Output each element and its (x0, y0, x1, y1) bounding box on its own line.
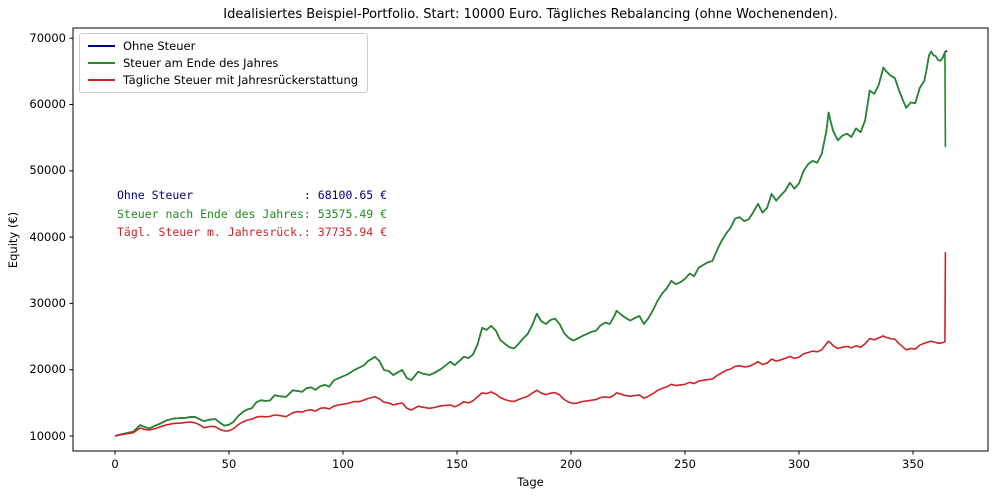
legend: Ohne Steuer Steuer am Ende des Jahres Tä… (79, 33, 369, 93)
y-tick-label: 50000 (29, 163, 66, 178)
legend-line-swatch-blue (88, 45, 115, 47)
y-tick-label: 20000 (29, 362, 66, 377)
legend-label: Ohne Steuer (123, 39, 196, 53)
x-axis-label: Tage (517, 475, 544, 489)
y-tick-label: 30000 (29, 295, 66, 310)
plot-frame (72, 27, 989, 452)
x-tick-label: 250 (674, 457, 696, 471)
x-tick-label: 150 (446, 457, 468, 471)
series-line-0 (114, 50, 948, 437)
y-tick-label: 60000 (29, 97, 66, 111)
x-tick-label: 0 (111, 457, 119, 471)
annotation-block: Ohne Steuer : 68100.65 € Steuer nach End… (117, 186, 387, 242)
annotation-line-steuer-ende: Steuer nach Ende des Jahres: 53575.49 € (117, 206, 388, 221)
series-line-1 (114, 50, 947, 437)
y-tick-label: 40000 (29, 229, 66, 244)
series-line-2 (114, 252, 947, 437)
y-tick-label: 70000 (29, 30, 66, 45)
x-tick-label: 100 (332, 457, 354, 471)
chart-title: Idealisiertes Beispiel-Portfolio. Start:… (223, 7, 838, 22)
y-tick-label: 10000 (29, 428, 66, 443)
annotation-line-ohne-steuer: Ohne Steuer : 68100.65 € (117, 188, 388, 202)
legend-item-taegliche-steuer: Tägliche Steuer mit Jahresrückerstattung (88, 73, 358, 87)
legend-item-ohne-steuer: Ohne Steuer (88, 39, 358, 53)
legend-item-steuer-ende-jahres: Steuer am Ende des Jahres (88, 56, 358, 70)
annotation-line-taegl-steuer: Tägl. Steuer m. Jahresrück.: 37735.94 € (117, 225, 388, 239)
x-tick-label: 350 (902, 457, 924, 471)
y-axis-label: Equity (€) (6, 211, 20, 269)
legend-label: Steuer am Ende des Jahres (123, 56, 279, 70)
x-tick-label: 200 (560, 457, 582, 471)
legend-line-swatch-green (88, 62, 115, 64)
x-tick-label: 300 (788, 457, 810, 471)
legend-label: Tägliche Steuer mit Jahresrückerstattung (123, 73, 359, 87)
x-tick-label: 50 (221, 457, 237, 471)
legend-line-swatch-red (88, 79, 115, 81)
